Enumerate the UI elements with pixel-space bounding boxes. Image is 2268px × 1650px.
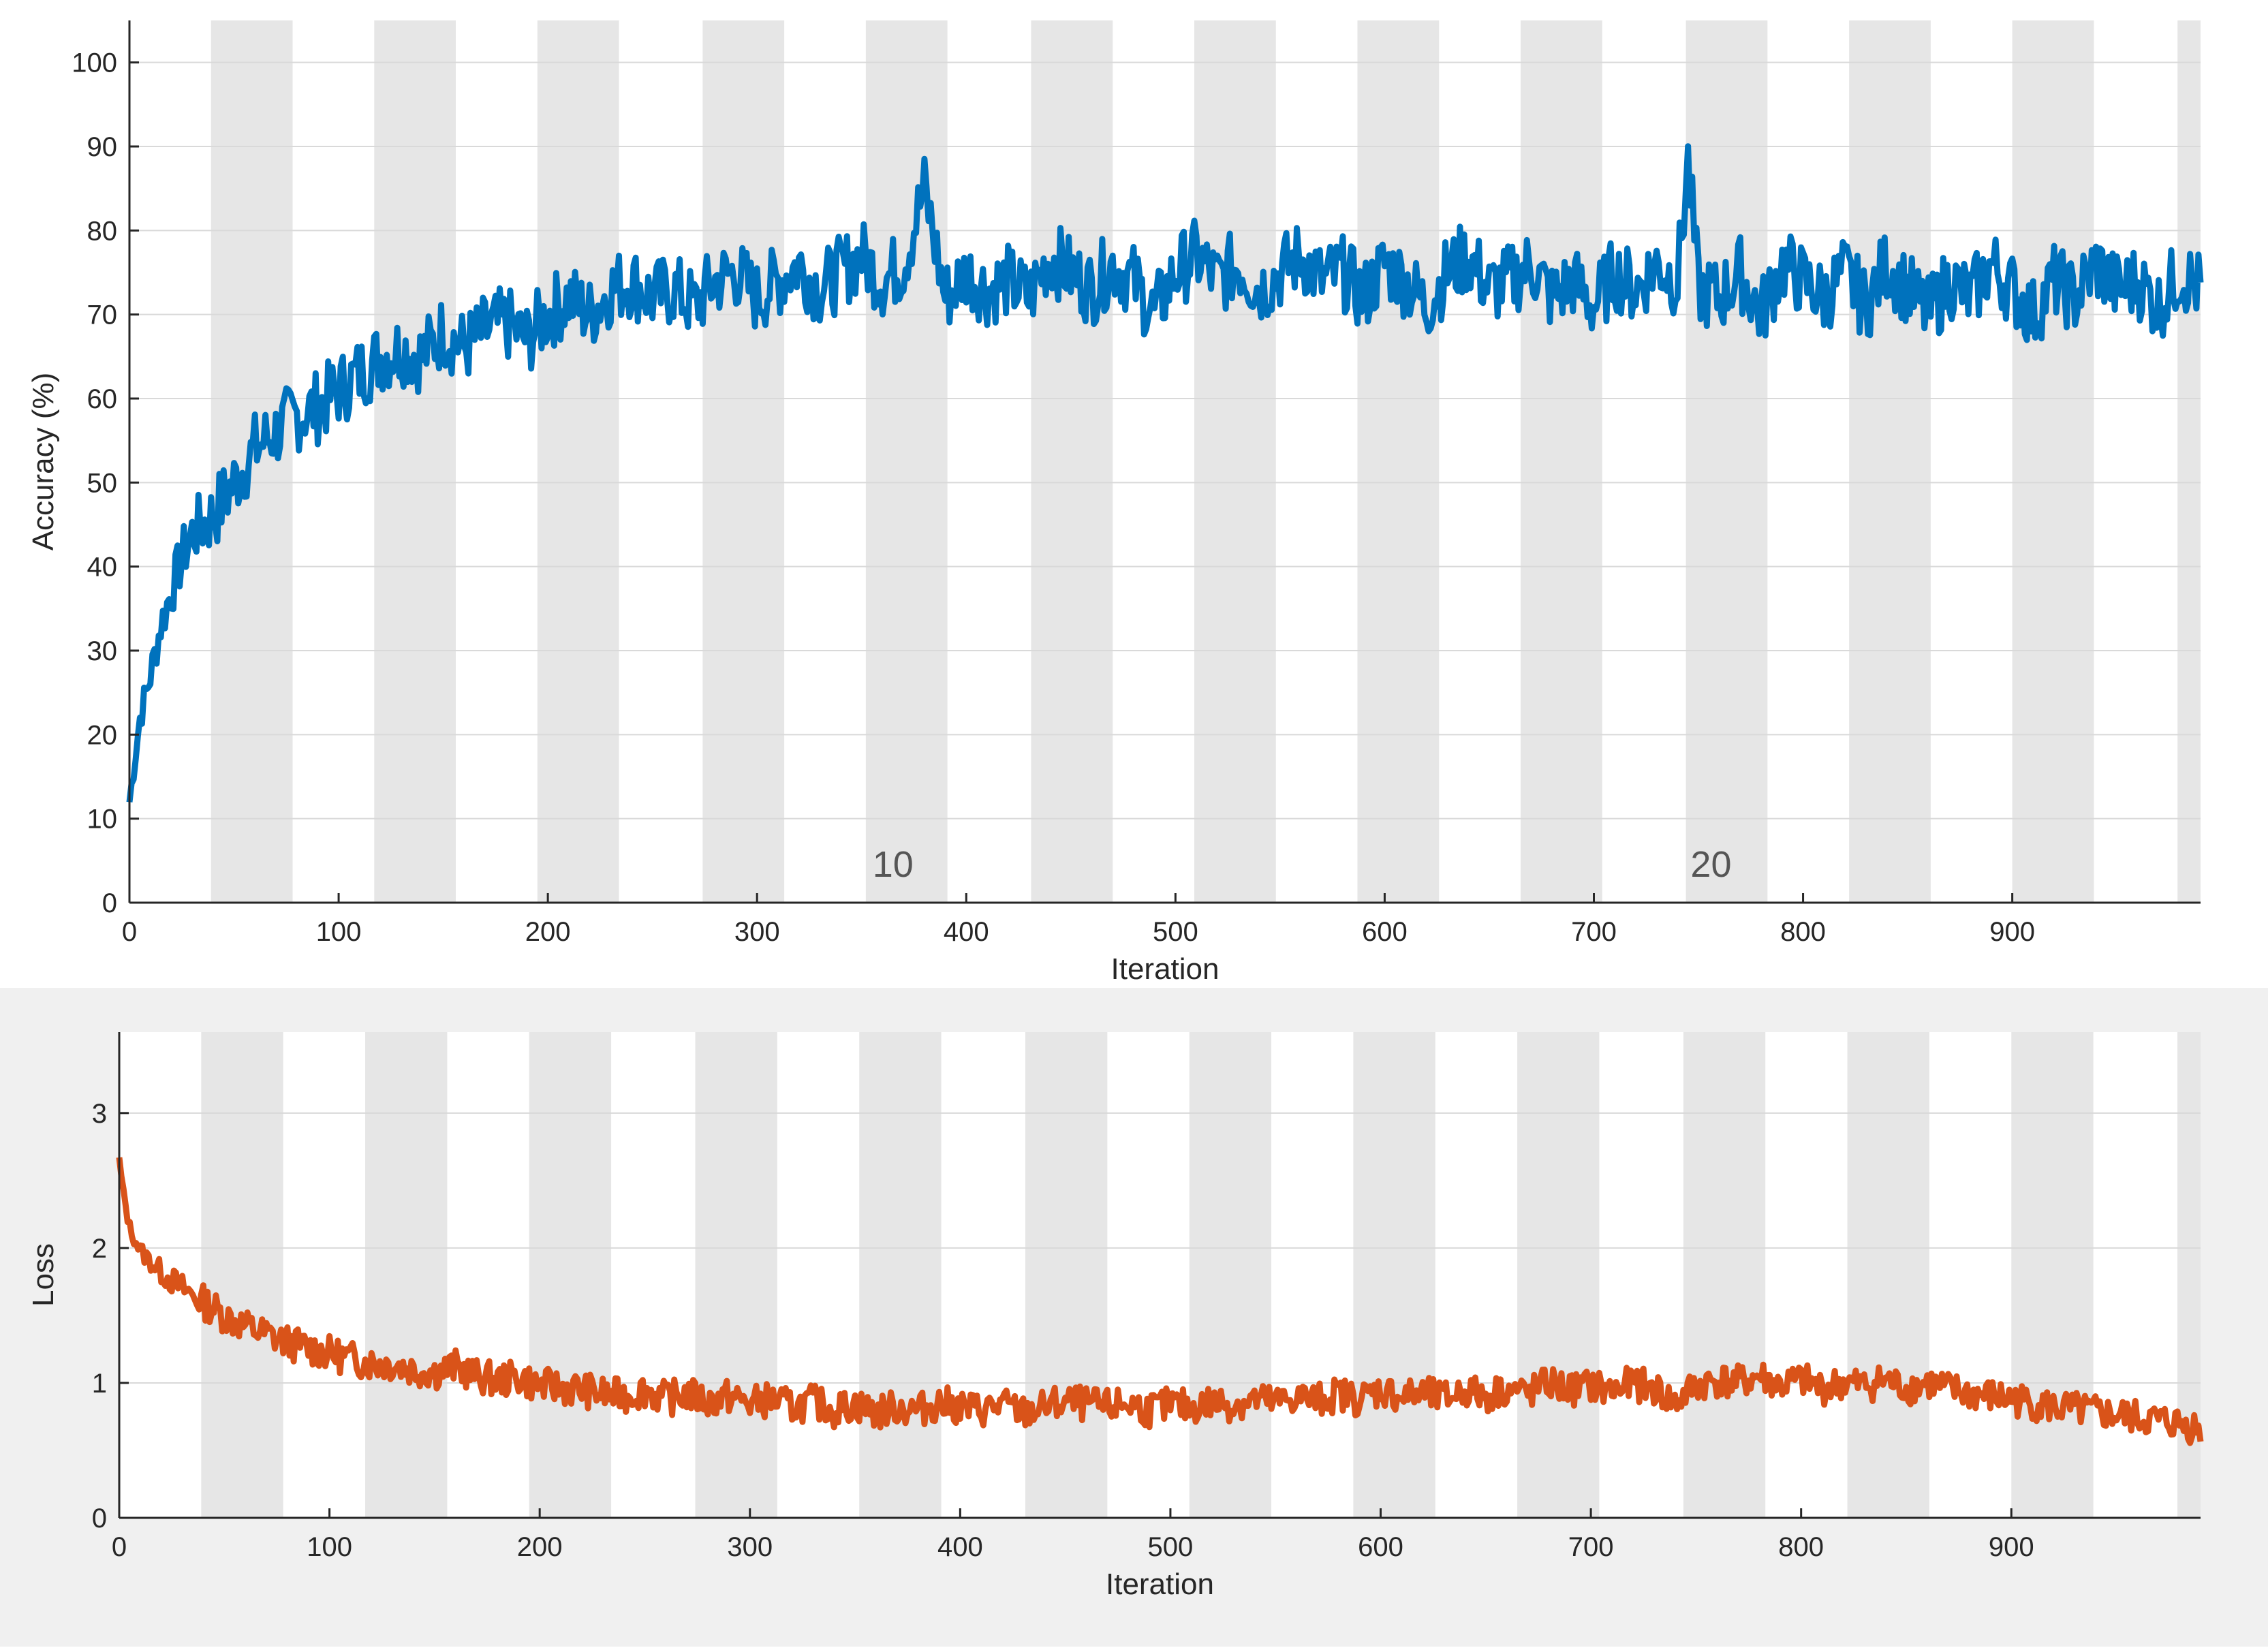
accuracy-epoch-label-0: 10 [873, 844, 914, 885]
accuracy-epoch-band-2 [537, 20, 619, 903]
accuracy-xtick-label-2: 200 [525, 917, 571, 947]
accuracy-ytick-label-8: 80 [87, 216, 118, 246]
accuracy-epoch-band-4 [865, 20, 948, 903]
accuracy-xtick-label-1: 100 [316, 917, 362, 947]
accuracy-epoch-band-5 [1031, 20, 1113, 903]
accuracy-xtick-label-4: 400 [944, 917, 989, 947]
loss-epoch-band-4 [859, 1032, 942, 1518]
accuracy-epoch-band-1 [374, 20, 456, 903]
accuracy-ytick-label-4: 40 [87, 552, 118, 582]
loss-xtick-label-9: 900 [1989, 1532, 2034, 1562]
loss-xtick-label-4: 400 [937, 1532, 983, 1562]
accuracy-epoch-band-12 [2177, 20, 2201, 903]
loss-epoch-band-0 [201, 1032, 283, 1518]
accuracy-xtick-label-3: 300 [734, 917, 780, 947]
loss-epoch-band-11 [2011, 1032, 2094, 1518]
loss-ytick-label-0: 0 [92, 1504, 107, 1534]
accuracy-epoch-label-1: 20 [1690, 844, 1731, 885]
accuracy-xtick-label-6: 600 [1362, 917, 1408, 947]
accuracy-ytick-label-1: 10 [87, 805, 118, 835]
loss-xtick-label-8: 800 [1778, 1532, 1824, 1562]
accuracy-ytick-label-6: 60 [87, 384, 118, 414]
loss-epoch-band-2 [529, 1032, 612, 1518]
loss-epoch-band-10 [1847, 1032, 1929, 1518]
loss-xtick-label-3: 300 [727, 1532, 773, 1562]
loss-xtick-label-5: 500 [1148, 1532, 1194, 1562]
accuracy-epoch-band-9 [1686, 20, 1768, 903]
loss-ytick-label-3: 3 [92, 1099, 107, 1129]
accuracy-epoch-band-6 [1194, 20, 1276, 903]
loss-ytick-label-1: 1 [92, 1369, 107, 1399]
loss-epoch-band-5 [1025, 1032, 1108, 1518]
accuracy-xtick-label-5: 500 [1153, 917, 1198, 947]
loss-y-axis-label: Loss [27, 1243, 60, 1307]
loss-series-line [116, 1157, 2204, 1446]
accuracy-ytick-label-5: 50 [87, 468, 118, 498]
loss-xtick-label-1: 100 [307, 1532, 352, 1562]
loss-chart: 0 1 2 3 0 100 200 300 400 500 600 700 800 900 Iteratio… [27, 1032, 2204, 1601]
accuracy-ytick-label-7: 70 [87, 300, 118, 330]
accuracy-series-line [126, 143, 2204, 803]
accuracy-ytick-label-10: 100 [72, 48, 117, 78]
accuracy-xtick-label-9: 900 [1989, 917, 2035, 947]
accuracy-xtick-label-7: 700 [1571, 917, 1617, 947]
accuracy-ytick-label-0: 0 [102, 888, 117, 918]
accuracy-ytick-label-3: 30 [87, 636, 118, 666]
loss-x-axis-label: Iteration [1106, 1568, 1214, 1601]
accuracy-epoch-band-8 [1521, 20, 1602, 903]
accuracy-epoch-band-10 [1849, 20, 1931, 903]
accuracy-epoch-band-11 [2012, 20, 2094, 903]
accuracy-y-axis-label: Accuracy (%) [27, 373, 60, 551]
loss-xtick-label-0: 0 [112, 1532, 127, 1562]
accuracy-xtick-label-0: 0 [122, 917, 137, 947]
loss-epoch-band-6 [1189, 1032, 1272, 1518]
accuracy-epoch-band-7 [1357, 20, 1440, 903]
accuracy-epoch-band-3 [702, 20, 785, 903]
loss-epoch-band-1 [365, 1032, 448, 1518]
accuracy-ytick-label-9: 90 [87, 132, 118, 162]
accuracy-ytick-label-2: 20 [87, 720, 118, 750]
loss-xtick-label-6: 600 [1358, 1532, 1403, 1562]
loss-epoch-band-8 [1517, 1032, 1600, 1518]
loss-epoch-band-7 [1353, 1032, 1435, 1518]
accuracy-x-axis-label: Iteration [1111, 952, 1220, 986]
loss-epoch-band-3 [695, 1032, 777, 1518]
loss-ytick-label-2: 2 [92, 1234, 107, 1264]
accuracy-xtick-label-8: 800 [1780, 917, 1826, 947]
loss-xtick-label-2: 200 [517, 1532, 563, 1562]
loss-xtick-label-7: 700 [1568, 1532, 1614, 1562]
loss-epoch-band-9 [1683, 1032, 1766, 1518]
